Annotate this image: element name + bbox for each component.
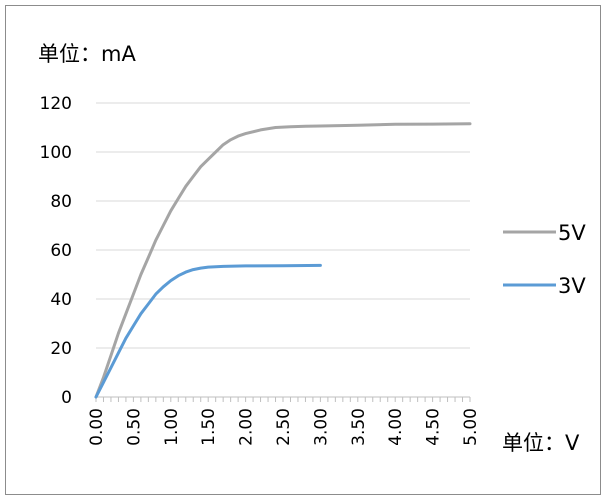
legend-label-5V: 5V [558, 221, 586, 245]
legend-label-3V: 3V [558, 274, 586, 298]
legend: 5V 3V [503, 221, 586, 298]
y-tick-label: 0 [61, 388, 72, 408]
x-tick-label: 0.00 [87, 408, 107, 446]
x-tick-label: 4.00 [386, 408, 406, 446]
x-tick-label: 4.50 [424, 408, 444, 446]
y-tick-label: 40 [50, 290, 72, 310]
x-tick-label: 3.00 [311, 408, 331, 446]
x-tick-label: 1.50 [199, 408, 219, 446]
y-tick-labels: 0 20 40 60 80 100 120 [40, 94, 72, 408]
series-line-3V [94, 263, 322, 399]
y-tick-label: 100 [40, 143, 72, 163]
y-axis-title: 单位：mA [38, 42, 136, 66]
y-tick-label: 120 [40, 94, 72, 114]
x-tick-label: 2.50 [274, 408, 294, 446]
x-tick-label: 2.00 [237, 408, 257, 446]
x-tick-label: 1.00 [162, 408, 182, 446]
series-lines [94, 122, 472, 399]
x-axis-title: 单位：V [502, 431, 580, 455]
series-line-5V [94, 122, 472, 399]
y-tick-label: 60 [50, 241, 72, 261]
y-tick-label: 80 [50, 192, 72, 212]
gridlines [95, 102, 471, 402]
y-tick-label: 20 [50, 339, 72, 359]
x-tick-label: 5.00 [461, 408, 481, 446]
x-tick-labels: 0.00 0.50 1.00 1.50 2.00 2.50 3.00 3.50 4.00 4.50… [87, 408, 481, 446]
x-tick-label: 0.50 [124, 408, 144, 446]
x-tick-label: 3.50 [349, 408, 369, 446]
